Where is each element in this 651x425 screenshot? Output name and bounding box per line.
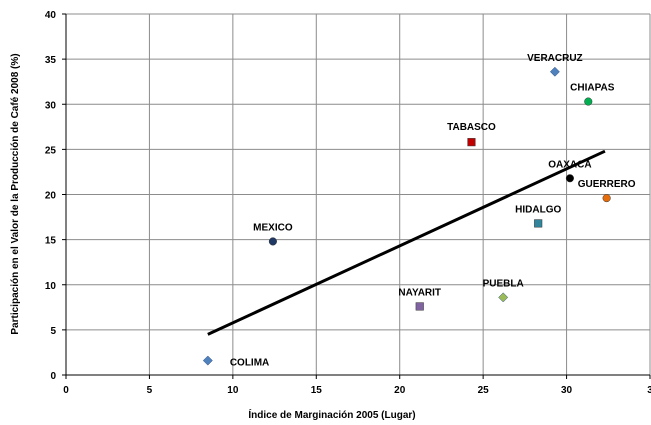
data-points bbox=[202, 66, 611, 366]
x-tick-label: 5 bbox=[147, 385, 153, 396]
x-tick-label: 20 bbox=[394, 385, 406, 396]
gridlines bbox=[66, 13, 651, 375]
x-tick-label: 15 bbox=[311, 385, 323, 396]
point-guerrero bbox=[602, 194, 611, 203]
point-puebla bbox=[498, 292, 509, 303]
point-labels: COLIMA MEXICO NAYARIT TABASCO PUEBLA HIDALGO V… bbox=[230, 53, 636, 369]
y-axis-title: Participación en el Valor de la Producci… bbox=[10, 53, 21, 334]
point-veracruz bbox=[549, 66, 560, 77]
y-tick-label: 10 bbox=[45, 281, 57, 292]
x-tick-label: 30 bbox=[561, 385, 573, 396]
x-tick-label: 3 bbox=[647, 385, 651, 396]
y-tick-label: 15 bbox=[45, 236, 57, 247]
axes bbox=[62, 13, 651, 379]
label-oaxaca: OAXACA bbox=[548, 159, 591, 170]
y-tick-label: 0 bbox=[50, 371, 56, 382]
x-tick-label: 10 bbox=[227, 385, 239, 396]
label-nayarit: NAYARIT bbox=[398, 287, 441, 298]
x-tick-label: 25 bbox=[478, 385, 490, 396]
point-nayarit bbox=[415, 302, 424, 311]
label-puebla: PUEBLA bbox=[483, 278, 524, 289]
trendline bbox=[207, 149, 606, 336]
label-tabasco: TABASCO bbox=[447, 122, 496, 133]
y-tick-label: 20 bbox=[45, 191, 57, 202]
label-chiapas: CHIAPAS bbox=[570, 83, 615, 94]
point-hidalgo bbox=[534, 219, 543, 228]
trendline-layer bbox=[207, 149, 606, 336]
x-axis-title: Índice de Marginación 2005 (Lugar) bbox=[248, 408, 415, 421]
point-colima bbox=[202, 355, 213, 366]
y-tick-label: 40 bbox=[45, 10, 57, 21]
point-mexico bbox=[268, 237, 277, 246]
label-colima: COLIMA bbox=[230, 358, 269, 369]
label-veracruz: VERACRUZ bbox=[527, 53, 583, 64]
y-tick-label: 30 bbox=[45, 100, 57, 111]
y-tick-label: 25 bbox=[45, 145, 57, 156]
label-guerrero: GUERRERO bbox=[578, 179, 636, 190]
label-mexico: MEXICO bbox=[253, 222, 293, 233]
point-chiapas bbox=[584, 97, 593, 106]
point-oaxaca bbox=[565, 174, 574, 183]
label-hidalgo: HIDALGO bbox=[515, 204, 561, 215]
y-tick-label: 5 bbox=[50, 326, 56, 337]
y-tick-label: 35 bbox=[45, 55, 57, 66]
point-tabasco bbox=[467, 138, 476, 147]
x-tick-label: 0 bbox=[63, 385, 69, 396]
